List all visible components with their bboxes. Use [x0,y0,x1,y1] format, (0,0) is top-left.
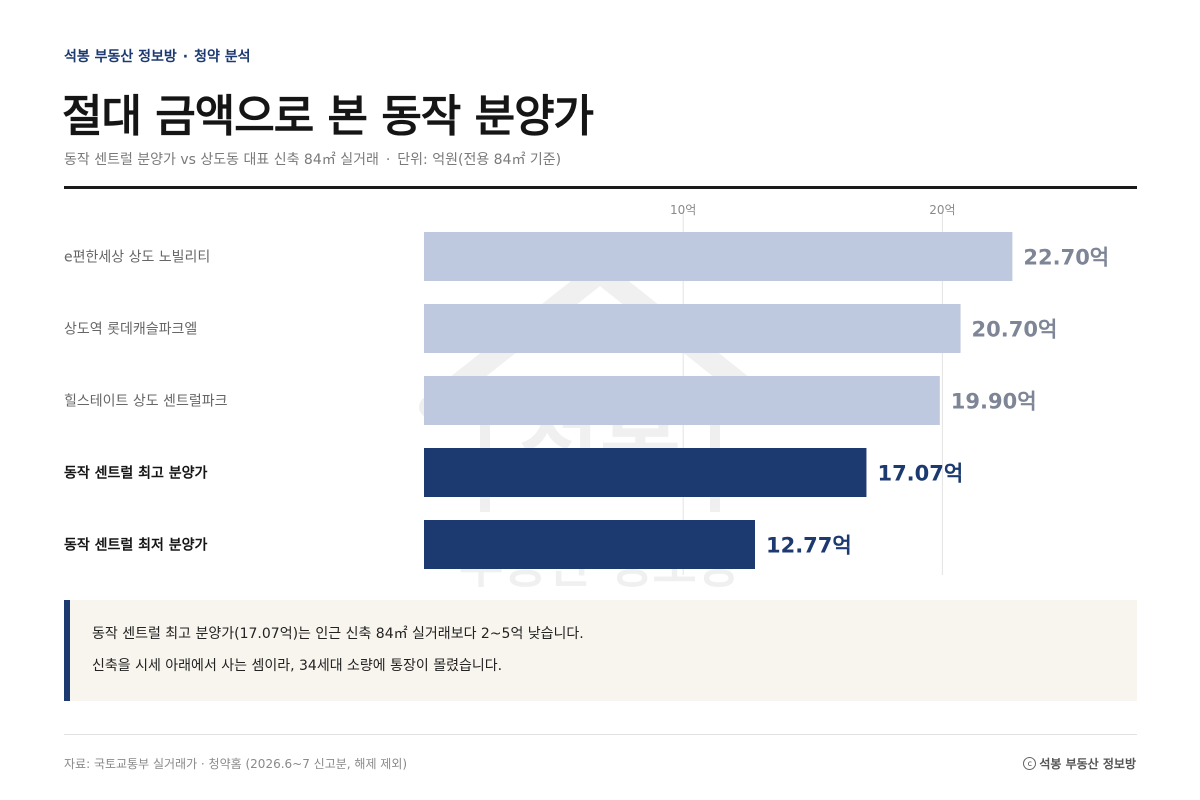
value-label: 19.90억 [951,390,1037,414]
subtitle-main: 동작 센트럴 분양가 vs 상도동 대표 신축 84㎡ 실거래 [64,152,379,168]
bar [424,304,961,353]
x-tick-label: 20억 [929,203,955,217]
bar [424,448,867,497]
value-label: 22.70억 [1023,246,1109,270]
insight-callout: 동작 센트럴 최고 분양가(17.07억)는 인근 신축 84㎡ 실거래보다 2… [64,600,1137,701]
category-label: e편한세상 상도 노빌리티 [64,250,210,266]
bar [424,376,940,425]
subtitle-separator: · [385,152,391,168]
kicker: 석봉 부동산 정보방 · 청약 분석 [64,46,251,66]
footer-brand: c 석봉 부동산 정보방 [1023,755,1136,772]
value-label: 17.07억 [877,462,963,486]
value-label: 12.77억 [766,534,852,558]
page-title: 절대 금액으로 본 동작 분양가 [62,91,594,142]
kicker-section: 청약 분석 [194,49,251,65]
x-tick-label: 10억 [670,203,696,217]
bar [424,520,755,569]
value-label: 20.70억 [972,318,1058,342]
bar [424,232,1013,281]
footer-divider [64,734,1137,735]
subtitle-unit: 단위: 억원(전용 84㎡ 기준) [397,152,562,168]
footer-brand-name: 석봉 부동산 정보방 [1039,757,1136,771]
kicker-brand: 석봉 부동산 정보방 [64,49,177,65]
category-label: 동작 센트럴 최저 분양가 [64,537,208,554]
copyright-icon: c [1023,757,1037,770]
subtitle: 동작 센트럴 분양가 vs 상도동 대표 신축 84㎡ 실거래 · 단위: 억원(전… [64,149,561,169]
category-label: 힐스테이트 상도 센트럴파크 [64,394,228,410]
callout-line-2: 신축을 시세 아래에서 사는 셈이라, 34세대 소량에 통장이 몰렸습니다. [92,658,503,674]
kicker-separator: · [182,49,189,65]
source-note: 자료: 국토교통부 실거래가 · 청약홈 (2026.6~7 신고분, 해제 제… [64,757,408,771]
callout-line-1: 동작 센트럴 최고 분양가(17.07억)는 인근 신축 84㎡ 실거래보다 2… [92,626,584,642]
category-label: 상도역 롯데캐슬파크엘 [64,322,197,338]
category-label: 동작 센트럴 최고 분양가 [64,465,208,482]
header-divider [64,186,1137,189]
